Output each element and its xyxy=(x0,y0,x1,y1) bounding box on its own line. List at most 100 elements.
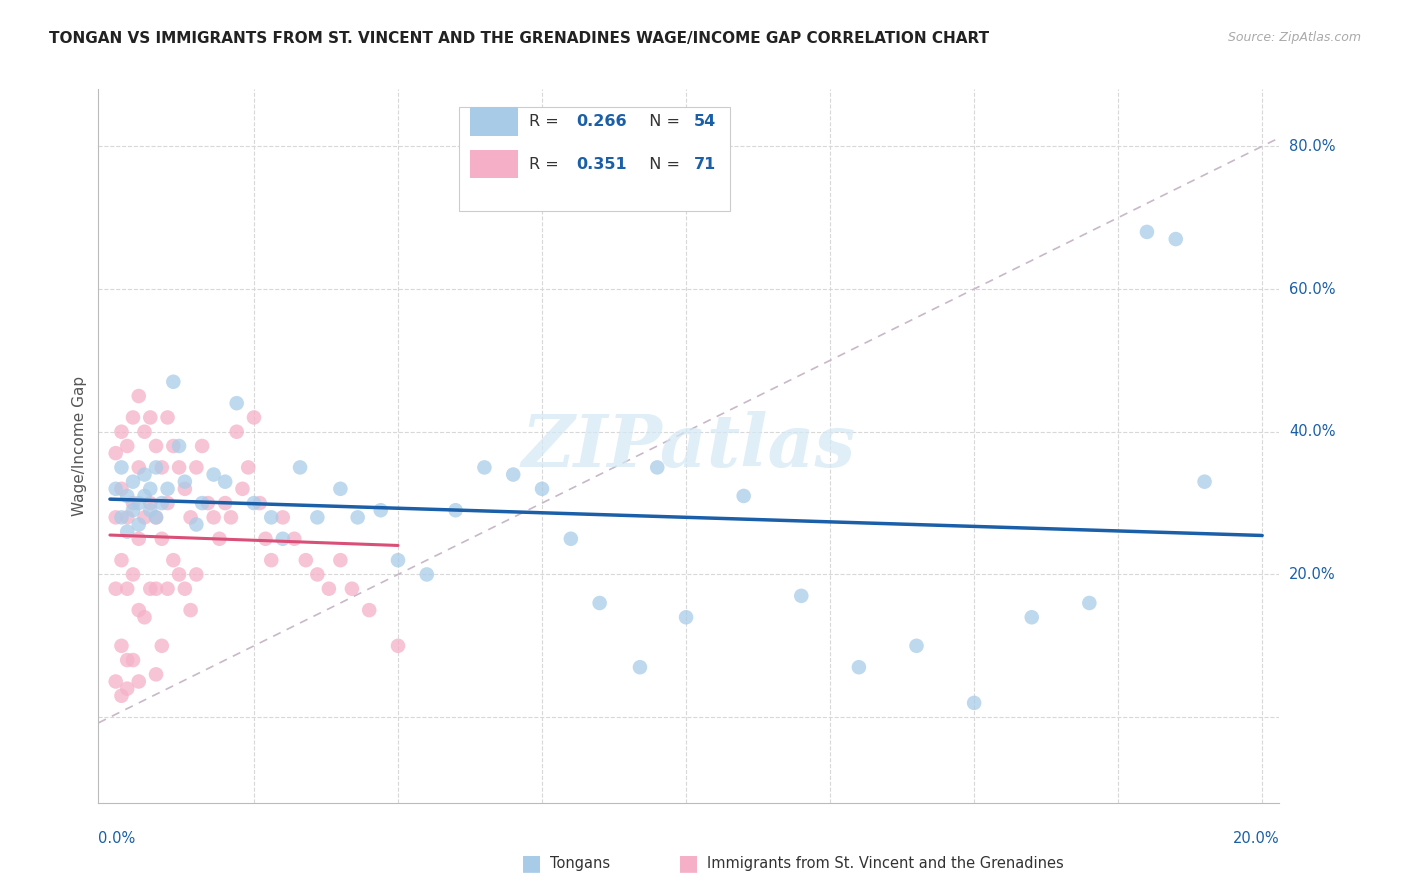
Text: ZIPatlas: ZIPatlas xyxy=(522,410,856,482)
Point xyxy=(128,674,150,689)
Text: 80.0%: 80.0% xyxy=(1289,139,1336,153)
Point xyxy=(104,482,127,496)
Point xyxy=(307,567,329,582)
Point xyxy=(134,610,156,624)
Point xyxy=(370,503,392,517)
Text: R =: R = xyxy=(530,114,564,128)
Point xyxy=(186,460,208,475)
Point xyxy=(145,582,167,596)
Text: 60.0%: 60.0% xyxy=(1289,282,1336,296)
Point xyxy=(139,410,162,425)
Point xyxy=(225,425,247,439)
Point xyxy=(115,489,138,503)
Text: Source: ZipAtlas.com: Source: ZipAtlas.com xyxy=(1227,31,1361,45)
Point xyxy=(197,496,219,510)
Point xyxy=(134,425,156,439)
Point xyxy=(848,660,870,674)
Point xyxy=(156,410,179,425)
Point xyxy=(243,410,266,425)
Point xyxy=(145,439,167,453)
Point xyxy=(115,653,138,667)
Point xyxy=(167,567,190,582)
Point xyxy=(150,496,173,510)
Point xyxy=(238,460,260,475)
Point xyxy=(474,460,496,475)
Point xyxy=(202,467,225,482)
Point xyxy=(444,503,467,517)
Point xyxy=(254,532,277,546)
Point xyxy=(219,510,242,524)
Point xyxy=(260,510,283,524)
Point xyxy=(128,603,150,617)
Point xyxy=(156,582,179,596)
Point xyxy=(346,510,368,524)
FancyBboxPatch shape xyxy=(458,107,730,211)
Point xyxy=(134,467,156,482)
Point xyxy=(110,460,132,475)
Text: 40.0%: 40.0% xyxy=(1289,425,1336,439)
Text: 0.351: 0.351 xyxy=(576,157,627,171)
Point xyxy=(733,489,755,503)
Point xyxy=(675,610,697,624)
Point xyxy=(180,603,202,617)
Point xyxy=(156,482,179,496)
Point xyxy=(191,439,214,453)
Point xyxy=(271,510,294,524)
Point xyxy=(340,582,363,596)
Point xyxy=(790,589,813,603)
Text: ■: ■ xyxy=(679,854,699,873)
Text: 0.0%: 0.0% xyxy=(98,830,135,846)
Point xyxy=(167,439,190,453)
Point xyxy=(104,446,127,460)
Point xyxy=(110,482,132,496)
Text: N =: N = xyxy=(640,114,686,128)
Point xyxy=(628,660,651,674)
Text: 0.266: 0.266 xyxy=(576,114,627,128)
Point xyxy=(110,425,132,439)
Point xyxy=(214,496,236,510)
Point xyxy=(139,503,162,517)
Point xyxy=(645,460,668,475)
Point xyxy=(560,532,582,546)
Point xyxy=(307,510,329,524)
Point xyxy=(186,517,208,532)
Point xyxy=(115,681,138,696)
Point xyxy=(186,567,208,582)
Point xyxy=(128,460,150,475)
Point xyxy=(122,653,145,667)
Text: R =: R = xyxy=(530,157,564,171)
Point xyxy=(963,696,986,710)
Point xyxy=(1078,596,1101,610)
Point xyxy=(150,532,173,546)
Point xyxy=(1021,610,1043,624)
Text: Tongans: Tongans xyxy=(550,856,610,871)
FancyBboxPatch shape xyxy=(471,107,517,136)
Point xyxy=(128,517,150,532)
Point xyxy=(110,689,132,703)
Point xyxy=(329,553,352,567)
Point xyxy=(318,582,340,596)
Point xyxy=(387,639,409,653)
Point xyxy=(260,553,283,567)
Text: ■: ■ xyxy=(522,854,541,873)
FancyBboxPatch shape xyxy=(471,150,517,178)
Point xyxy=(115,582,138,596)
Point xyxy=(225,396,247,410)
Point xyxy=(167,460,190,475)
Point xyxy=(134,510,156,524)
Point xyxy=(104,510,127,524)
Text: 20.0%: 20.0% xyxy=(1289,567,1336,582)
Point xyxy=(162,439,184,453)
Point xyxy=(295,553,318,567)
Point xyxy=(122,410,145,425)
Point xyxy=(122,475,145,489)
Point xyxy=(531,482,554,496)
Point xyxy=(139,482,162,496)
Point xyxy=(231,482,253,496)
Point xyxy=(502,467,524,482)
Point xyxy=(122,567,145,582)
Point xyxy=(202,510,225,524)
Point xyxy=(173,582,195,596)
Point xyxy=(122,503,145,517)
Point xyxy=(115,510,138,524)
